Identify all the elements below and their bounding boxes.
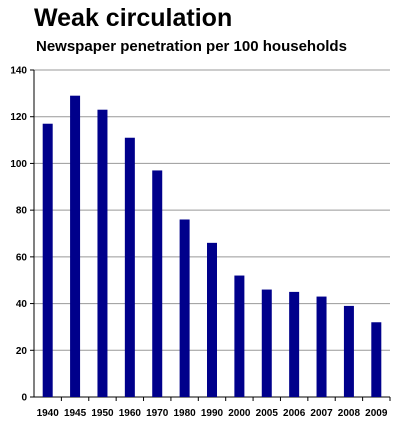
- bar-1960: [124, 137, 135, 397]
- y-tick-label: 100: [10, 159, 27, 170]
- bar-2007: [316, 296, 327, 397]
- x-tick-label: 1940: [37, 408, 60, 419]
- bar-1980: [179, 219, 190, 397]
- bar-2009: [371, 322, 382, 397]
- x-tick-label: 2006: [283, 408, 306, 419]
- x-tick-label: 2007: [310, 408, 333, 419]
- y-tick-label: 0: [21, 393, 27, 404]
- bar-1990: [207, 242, 217, 397]
- bar-2000: [234, 275, 245, 397]
- y-tick-label: 120: [10, 112, 27, 123]
- y-tick-label: 60: [16, 252, 28, 263]
- bar-2006: [289, 291, 300, 397]
- x-tick-label: 1950: [91, 408, 114, 419]
- bar-1940: [42, 123, 53, 397]
- x-tick-label: 1960: [119, 408, 142, 419]
- x-tick-label: 1945: [64, 408, 87, 419]
- x-tick-label: 2005: [256, 408, 279, 419]
- chart-subtitle: Newspaper penetration per 100 households: [36, 38, 347, 55]
- x-tick-label: 2009: [365, 408, 388, 419]
- bar-2005: [261, 289, 272, 397]
- bar-1950: [97, 109, 108, 397]
- x-tick-label: 1970: [146, 408, 169, 419]
- y-tick-label: 40: [16, 299, 28, 310]
- y-tick-label: 140: [10, 66, 27, 77]
- bar-2008: [343, 305, 354, 397]
- x-tick-label: 2008: [338, 408, 361, 419]
- x-tick-label: 1990: [201, 408, 224, 419]
- bar-1970: [152, 170, 163, 397]
- y-tick-label: 20: [16, 346, 28, 357]
- bar-1945: [70, 95, 81, 397]
- y-tick-label: 80: [16, 206, 28, 217]
- chart-title: Weak circulation: [34, 4, 233, 32]
- x-tick-label: 1980: [173, 408, 196, 419]
- x-tick-label: 2000: [228, 408, 251, 419]
